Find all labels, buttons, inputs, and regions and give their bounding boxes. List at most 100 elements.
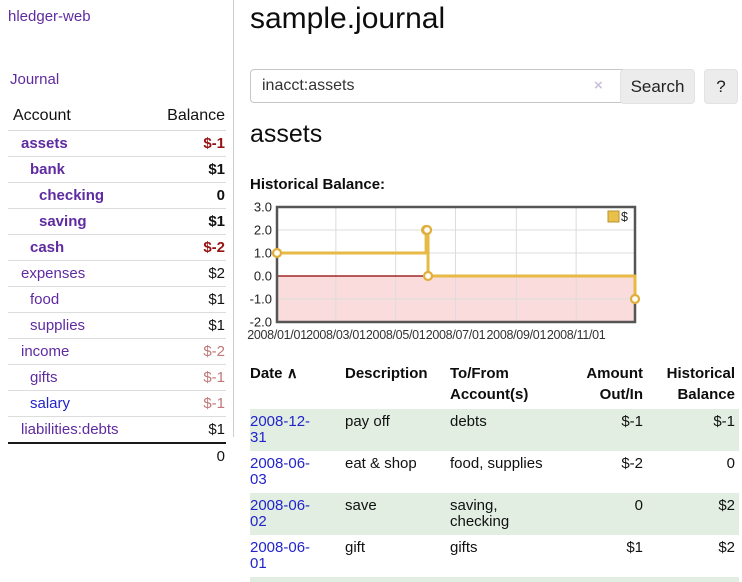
transaction-description: eat & shop xyxy=(345,455,417,472)
accounts-panel: Account Balance assets $-1 bank $1 checking 0… xyxy=(8,104,226,469)
account-balance: $-2 xyxy=(146,338,226,365)
transaction-accounts: food, supplies xyxy=(450,455,543,472)
sidebar-account-link-expenses[interactable]: expenses xyxy=(21,265,86,282)
account-balance: $1 xyxy=(146,312,226,339)
sidebar-account-link-supplies[interactable]: supplies xyxy=(30,317,86,334)
transaction-amount: $1 xyxy=(626,539,643,556)
amount-column-header: Amount Out/In xyxy=(586,365,643,403)
app-title-link[interactable]: hledger-web xyxy=(8,8,91,25)
transaction-accounts: gifts xyxy=(450,539,478,556)
transaction-description: income xyxy=(345,577,450,582)
y-tick-label: -2.0 xyxy=(250,315,272,330)
register-panel: Date ∧ Description To/From Account(s) Am… xyxy=(250,362,739,582)
transaction-date-link[interactable]: 2008-06-03 xyxy=(250,455,311,488)
account-balance: $-1 xyxy=(146,390,226,417)
y-tick-label: 3.0 xyxy=(254,200,272,215)
description-column-header: Description xyxy=(345,365,428,382)
transaction-accounts: debts xyxy=(450,413,487,430)
account-row: assets $-1 xyxy=(8,130,226,157)
y-tick-label: 0.0 xyxy=(254,269,272,284)
register-row: 2008-06-03 eat & shop food, supplies $-2 0 xyxy=(250,451,739,493)
account-balance: $-1 xyxy=(146,130,226,157)
sidebar-account-link-salary[interactable]: salary xyxy=(30,395,71,412)
register-row: 2008-12-31 pay off debts $-1 $-1 xyxy=(250,409,739,451)
account-row: saving $1 xyxy=(8,208,226,235)
transaction-accounts: saving, checking xyxy=(450,497,510,530)
account-row: expenses $2 xyxy=(8,260,226,287)
account-row: cash $-2 xyxy=(8,234,226,261)
search-button[interactable]: Search xyxy=(620,69,695,104)
help-button[interactable]: ? xyxy=(704,69,738,104)
account-row: liabilities:debts $1 xyxy=(8,416,226,444)
x-tick-label: 2008/05/01 xyxy=(366,328,426,342)
transaction-balance: $2 xyxy=(718,497,735,514)
x-tick-label: 2008/07/01 xyxy=(426,328,486,342)
date-column-header[interactable]: Date ∧ xyxy=(250,365,298,382)
x-tick-label: 2008/01/01 xyxy=(247,328,307,342)
register-row: 2008-06-01 gift gifts $1 $2 xyxy=(250,535,739,577)
account-balance: $1 xyxy=(146,416,226,444)
accounts-column-header-main: To/From Account(s) xyxy=(450,365,529,403)
register-table: Date ∧ Description To/From Account(s) Am… xyxy=(250,362,739,582)
search-input[interactable] xyxy=(250,69,639,103)
data-point-marker xyxy=(421,224,433,236)
account-row: gifts $-1 xyxy=(8,364,226,391)
transaction-balance: $1 xyxy=(643,577,739,582)
sidebar-item-journal[interactable]: Journal xyxy=(10,71,60,88)
transaction-date-link[interactable]: 2008-12-31 xyxy=(250,413,311,446)
sidebar-account-link-checking[interactable]: checking xyxy=(39,187,105,204)
legend-swatch xyxy=(607,210,620,223)
sidebar-account-link-saving[interactable]: saving xyxy=(39,213,87,230)
clear-search-icon[interactable]: × xyxy=(594,77,603,94)
transaction-balance: $-1 xyxy=(713,413,735,430)
transaction-date-link[interactable]: 2008-06-02 xyxy=(250,497,311,530)
account-balance: $-1 xyxy=(146,364,226,391)
x-tick-label: 2008/09/01 xyxy=(487,328,547,342)
balance-column-header-main: Historical Balance xyxy=(666,365,735,403)
y-tick-label: -1.0 xyxy=(250,292,272,307)
account-row: checking 0 xyxy=(8,182,226,209)
account-balance: $-2 xyxy=(146,234,226,261)
transaction-description: gift xyxy=(345,539,366,556)
sidebar-account-link-cash[interactable]: cash xyxy=(30,239,65,256)
data-point-marker xyxy=(271,247,283,259)
sidebar-account-link-liabilities:debts[interactable]: liabilities:debts xyxy=(21,421,119,438)
legend-label: $ xyxy=(621,210,628,224)
plot-border xyxy=(275,205,637,324)
sidebar-account-link-gifts[interactable]: gifts xyxy=(30,369,58,386)
y-tick-label: 1.0 xyxy=(254,246,272,261)
account-row: supplies $1 xyxy=(8,312,226,339)
transaction-amount: $-1 xyxy=(621,413,643,430)
data-point-marker xyxy=(422,270,434,282)
account-heading: assets xyxy=(250,120,323,148)
sidebar-account-link-assets[interactable]: assets xyxy=(21,135,68,152)
register-row: 2008-01-01incomesalary$1$1 xyxy=(250,577,739,582)
account-balance: 0 xyxy=(146,182,226,209)
sort-ascending-icon: ∧ xyxy=(286,365,298,382)
transaction-amount: $1 xyxy=(570,577,643,582)
accounts-total-row: 0 xyxy=(8,442,226,469)
transaction-balance: 0 xyxy=(726,455,735,472)
sidebar-account-link-income[interactable]: income xyxy=(21,343,70,360)
chart-title: Historical Balance: xyxy=(250,176,386,193)
page-title: sample.journal xyxy=(250,2,446,35)
transaction-date-link[interactable]: 2008-06-01 xyxy=(250,539,311,572)
account-balance: $1 xyxy=(146,286,226,313)
sidebar-account-link-bank[interactable]: bank xyxy=(30,161,66,178)
sidebar-account-link-food[interactable]: food xyxy=(30,291,60,308)
data-point-marker xyxy=(629,293,641,305)
account-balance: $1 xyxy=(146,156,226,183)
account-row: bank $1 xyxy=(8,156,226,183)
y-tick-label: 2.0 xyxy=(254,223,272,238)
register-row: 2008-06-02 save saving, checking 0 $2 xyxy=(250,493,739,535)
transaction-balance: $2 xyxy=(718,539,735,556)
accounts-total-value: 0 xyxy=(146,442,226,469)
x-tick-label: 2008/11/01 xyxy=(547,328,606,342)
account-balance: $2 xyxy=(146,260,226,287)
transaction-description: save xyxy=(345,497,377,514)
transaction-accounts: salary xyxy=(450,577,570,582)
accounts-table: Account Balance assets $-1 bank $1 checking 0… xyxy=(8,104,226,469)
balance-column-header: Balance xyxy=(146,104,226,131)
